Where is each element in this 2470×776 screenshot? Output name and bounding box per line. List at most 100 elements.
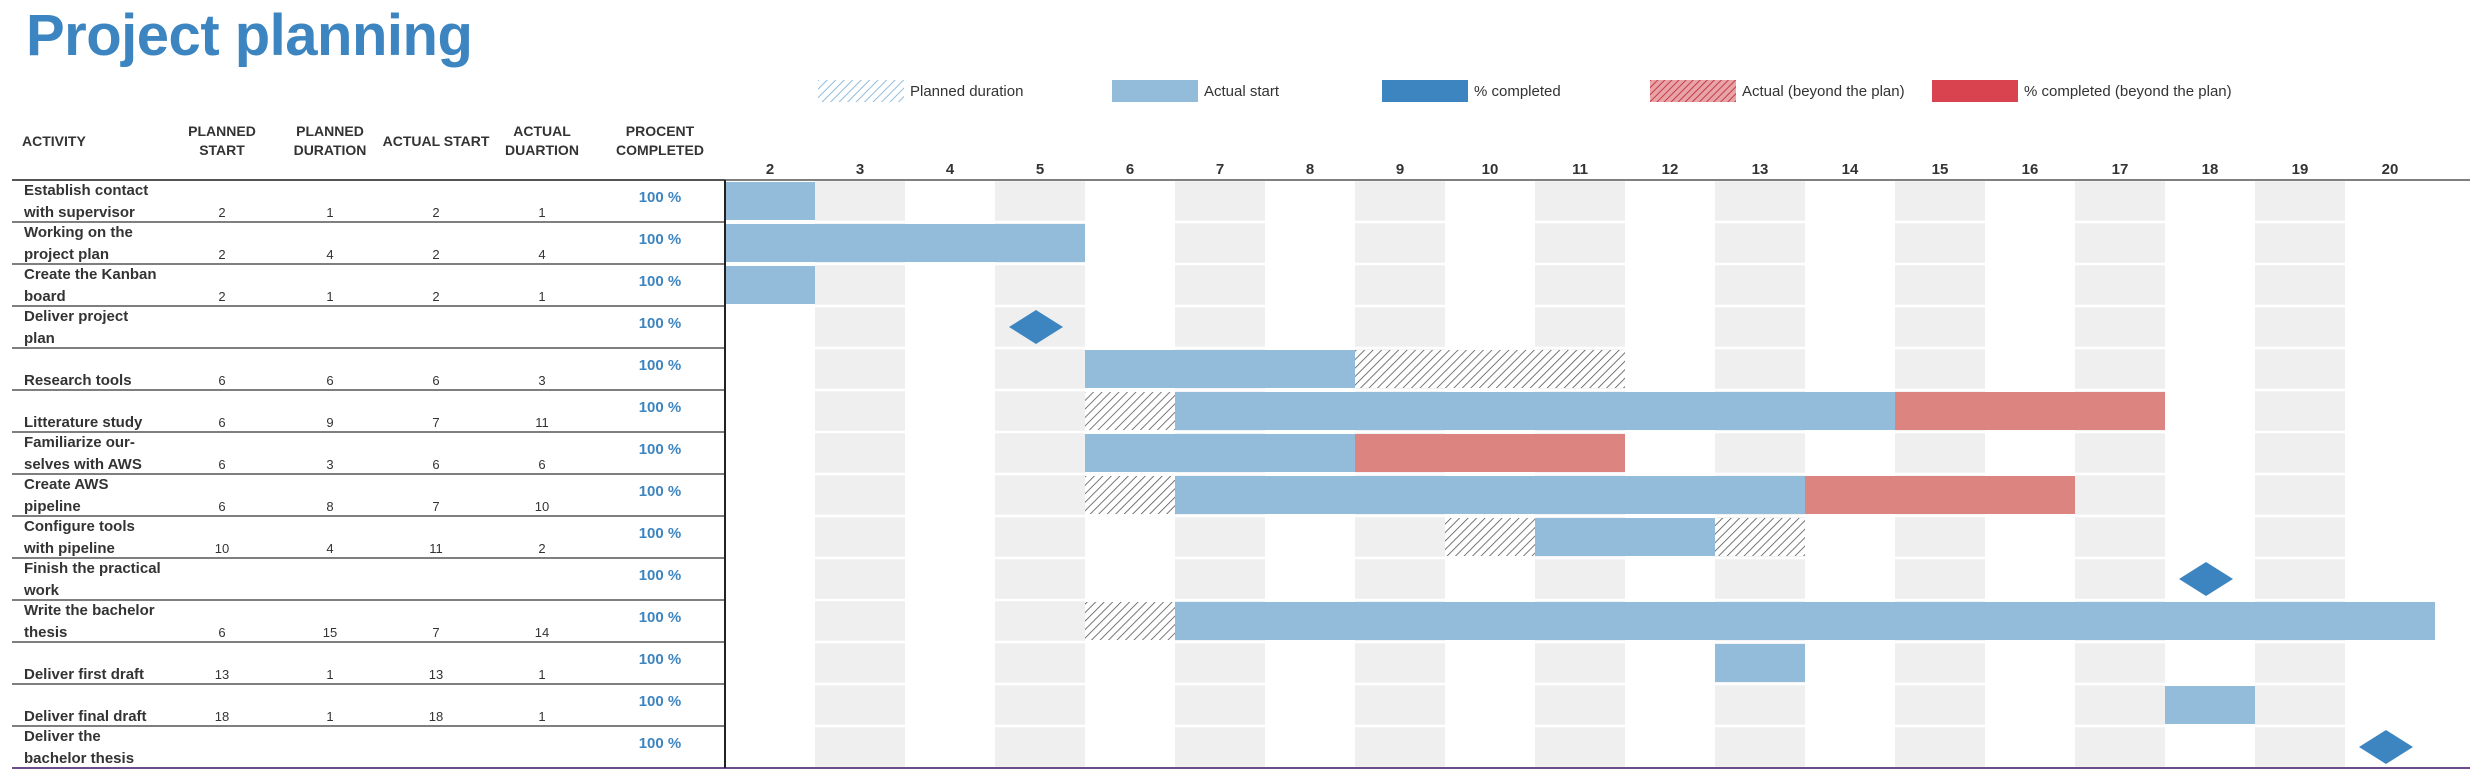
- legend-label-planned: Planned duration: [910, 82, 1024, 100]
- legend-swatch-planned: [818, 80, 904, 102]
- actual-duration-row5: 11: [535, 415, 549, 430]
- planned-start-row6: 6: [218, 457, 225, 472]
- planned-start-row4: 6: [218, 373, 225, 388]
- actual-duration-row2: 1: [538, 289, 545, 304]
- planned-duration-row11: 1: [326, 667, 333, 682]
- planned-start-row5: 6: [218, 415, 225, 430]
- milestone-row3: [1009, 310, 1063, 344]
- actual-duration-row4: 3: [538, 373, 545, 388]
- period-label-12: 12: [1662, 161, 1679, 178]
- planned-duration-row4: 6: [326, 373, 333, 388]
- period-label-16: 16: [2022, 161, 2039, 178]
- actual-duration-row10: 14: [535, 625, 549, 640]
- planned-start-row10: 6: [218, 625, 225, 640]
- percent-completed-row0: 100 %: [639, 189, 682, 206]
- period-label-3: 3: [856, 161, 864, 178]
- bar-actual-row10-1: [1175, 602, 2435, 640]
- period-label-8: 8: [1306, 161, 1314, 178]
- bar-planned-row8-2: [1715, 518, 1805, 556]
- planned-start-row12: 18: [215, 709, 229, 724]
- bar-actual-row1-0: [725, 224, 1085, 262]
- actual-start-row11: 13: [429, 667, 443, 682]
- actual-start-row6: 6: [432, 457, 439, 472]
- actual-start-row1: 2: [432, 247, 439, 262]
- period-label-11: 11: [1572, 161, 1588, 178]
- legend-label-beyond: Actual (beyond the plan): [1742, 82, 1905, 100]
- legend-item-actual: Actual start: [1112, 78, 1279, 104]
- percent-completed-row13: 100 %: [639, 735, 682, 752]
- actual-start-row2: 2: [432, 289, 439, 304]
- activity-name-row5: Litterature study: [24, 414, 143, 431]
- actual-start-row7: 7: [432, 499, 439, 514]
- planned-duration-row12: 1: [326, 709, 333, 724]
- planned-duration-row6: 3: [326, 457, 333, 472]
- activity-name-row10: Write the bachelor thesis: [24, 602, 155, 641]
- actual-duration-row7: 10: [535, 499, 549, 514]
- period-label-14: 14: [1842, 161, 1859, 178]
- bar-planned-row7-0: [1085, 476, 1175, 514]
- percent-completed-row12: 100 %: [639, 693, 682, 710]
- planned-duration-row0: 1: [326, 205, 333, 220]
- actual-start-row0: 2: [432, 205, 439, 220]
- chart-legend: Planned duration Actual start % complete…: [0, 0, 2470, 120]
- period-label-19: 19: [2292, 161, 2309, 178]
- legend-label-beyond-completed: % completed (beyond the plan): [2024, 82, 2232, 100]
- period-label-15: 15: [1932, 161, 1949, 178]
- percent-completed-row11: 100 %: [639, 651, 682, 668]
- actual-start-row12: 18: [429, 709, 443, 724]
- bar-planned-row10-0: [1085, 602, 1175, 640]
- planned-duration-row10: 15: [323, 625, 337, 640]
- planned-start-row1: 2: [218, 247, 225, 262]
- bar-actual-row4-0: [1085, 350, 1355, 388]
- percent-completed-row4: 100 %: [639, 357, 682, 374]
- bar-planned-row4-1: [1355, 350, 1625, 388]
- column-header-planned-duration: PLANNED DURATION: [293, 123, 367, 158]
- planned-start-row7: 6: [218, 499, 225, 514]
- planned-start-row0: 2: [218, 205, 225, 220]
- activity-name-row9: Finish the practical work: [23, 560, 161, 599]
- period-label-9: 9: [1396, 161, 1404, 178]
- actual-duration-row11: 1: [538, 667, 545, 682]
- legend-swatch-beyond: [1650, 80, 1736, 102]
- bar-actual-row5-1: [1175, 392, 1895, 430]
- activity-name-row3: Deliver project plan: [24, 308, 128, 347]
- bar-actual-row8-1: [1535, 518, 1715, 556]
- legend-label-completed: % completed: [1474, 82, 1561, 100]
- legend-item-completed: % completed: [1382, 78, 1561, 104]
- activity-name-row7: Create AWS pipeline: [24, 476, 108, 515]
- bar-actual-row11-0: [1715, 644, 1805, 682]
- activity-name-row0: Establish contact with supervisor: [23, 182, 148, 221]
- actual-start-row5: 7: [432, 415, 439, 430]
- period-label-6: 6: [1126, 161, 1134, 178]
- actual-duration-row0: 1: [538, 205, 545, 220]
- bar-actual-row12-0: [2165, 686, 2255, 724]
- bar-beyond-row6-1: [1355, 434, 1625, 472]
- column-header-percent-completed: PROCENT COMPLETED: [616, 123, 704, 158]
- activity-name-row6: Familiarize our-selves with AWS: [24, 434, 142, 473]
- milestone-row13: [2359, 730, 2413, 764]
- legend-swatch-completed: [1382, 80, 1468, 102]
- planned-duration-row8: 4: [326, 541, 333, 556]
- activity-name-row1: Working on the project plan: [24, 224, 133, 263]
- period-label-13: 13: [1752, 161, 1769, 178]
- period-label-2: 2: [766, 161, 774, 178]
- column-header-actual-duration: ACTUAL DUARTION: [505, 123, 579, 158]
- actual-start-row4: 6: [432, 373, 439, 388]
- actual-duration-row12: 1: [538, 709, 545, 724]
- planned-duration-row2: 1: [326, 289, 333, 304]
- planned-duration-row1: 4: [326, 247, 333, 262]
- bar-actual-row6-0: [1085, 434, 1355, 472]
- activity-name-row8: Configure tools with pipeline: [23, 518, 135, 557]
- actual-start-row10: 7: [432, 625, 439, 640]
- page-title: Project planning: [26, 3, 473, 68]
- activity-name-row13: Deliver the bachelor thesis: [24, 728, 134, 767]
- bar-planned-row5-0: [1085, 392, 1175, 430]
- bar-planned-row8-0: [1445, 518, 1535, 556]
- percent-completed-row3: 100 %: [639, 315, 682, 332]
- percent-completed-row1: 100 %: [639, 231, 682, 248]
- column-header-planned-start: PLANNED START: [188, 123, 256, 158]
- period-label-5: 5: [1036, 161, 1044, 178]
- percent-completed-row7: 100 %: [639, 483, 682, 500]
- legend-swatch-beyond-completed: [1932, 80, 2018, 102]
